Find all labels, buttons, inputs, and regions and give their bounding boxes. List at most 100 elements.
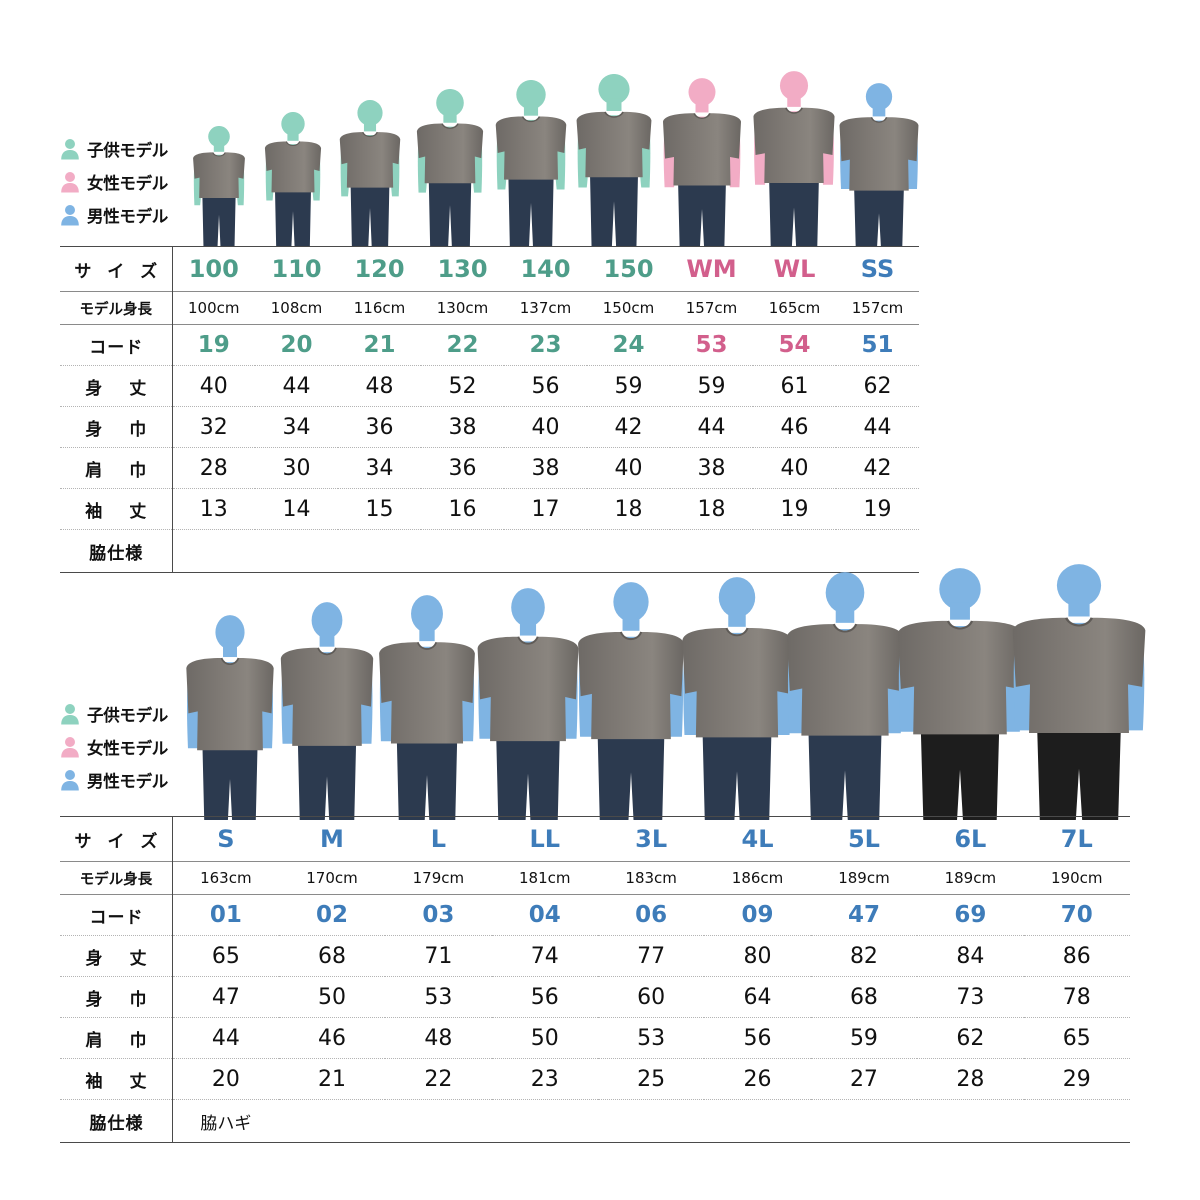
code-cell-19: 19 [172,324,255,366]
person-icon [60,171,80,193]
sleeve-length-cell: 25 [597,1058,705,1100]
shoulder-width-cell: 36 [421,447,504,489]
adult-size-chart-block: 子供モデル 女性モデル 男性モデル サ イ ズ S M L LL 3L 4L 5L 6L 7L モデ… [0,564,1200,1190]
model-height-cell: 186cm [704,861,811,895]
shoulder-width-cell: 42 [836,447,919,489]
shoulder-width-cell: 53 [597,1017,705,1059]
body-length-cell: 71 [385,935,492,977]
size-cell-wl: WL [753,246,836,292]
body-width-cell: 46 [753,406,836,448]
row-label-size: サ イ ズ [60,816,173,862]
person-icon [60,736,80,758]
table-row-sleeve-length: 袖 丈 13 14 15 16 17 18 18 19 19 [60,488,919,530]
code-cell-22: 22 [421,324,504,366]
table-row-code: コード 19 20 21 22 23 24 53 54 51 [60,324,919,366]
model-figure-150 [562,74,666,246]
size-cell-3l: 3L [597,816,705,862]
body-width-cell: 38 [421,406,504,448]
body-width-cell: 53 [385,976,492,1018]
row-label-body-width: 身 巾 [60,976,173,1018]
body-length-cell: 74 [491,935,598,977]
shoulder-width-cell: 40 [587,447,670,489]
sleeve-length-cell: 20 [172,1058,279,1100]
row-label-sleeve-length: 袖 丈 [60,488,173,530]
size-cell-140: 140 [504,246,587,292]
side-spec-cell [1023,1099,1130,1143]
sleeve-length-cell: 29 [1023,1058,1130,1100]
model-height-cell: 157cm [836,291,919,325]
adult-model-strip [0,564,1200,820]
model-figure-6l [886,568,1034,820]
side-spec-cell [917,1099,1024,1143]
code-cell-04: 04 [491,894,598,936]
shoulder-width-cell: 44 [172,1017,279,1059]
size-cell-ss: SS [836,246,919,292]
model-height-cell: 189cm [917,861,1024,895]
size-cell-150: 150 [587,246,670,292]
sleeve-length-cell: 27 [810,1058,918,1100]
body-length-cell: 40 [172,365,255,407]
model-height-cell: 157cm [670,291,753,325]
model-height-cell: 100cm [172,291,255,325]
sleeve-length-cell: 17 [504,488,587,530]
shoulder-width-cell: 62 [917,1017,1024,1059]
shoulder-width-cell: 38 [670,447,753,489]
shoulder-width-cell: 56 [704,1017,811,1059]
model-figure-wm [652,78,752,246]
body-width-cell: 44 [670,406,753,448]
shoulder-width-cell: 50 [491,1017,598,1059]
row-label-body-width: 身 巾 [60,406,173,448]
sleeve-length-cell: 23 [491,1058,598,1100]
table-row-side-spec: 脇仕様 [60,529,919,573]
side-spec-cell [255,529,338,573]
model-height-cell: 116cm [338,291,421,325]
row-label-side-spec: 脇仕様 [60,1099,173,1143]
side-spec-cell [504,529,587,573]
model-figure-120 [328,100,412,246]
side-spec-cell [491,1099,598,1143]
shoulder-width-cell: 46 [278,1017,386,1059]
body-width-cell: 32 [172,406,255,448]
side-spec-cell [836,529,919,573]
code-cell-70: 70 [1023,894,1130,936]
row-label-code: コード [60,894,173,936]
body-width-cell: 73 [917,976,1024,1018]
table-row-code: コード 01 02 03 04 06 09 47 69 70 [60,894,1130,936]
size-cell-s: S [172,816,279,862]
table-row-sleeve-length: 袖 丈 20 21 22 23 25 26 27 28 29 [60,1058,1130,1100]
model-figure-130 [404,89,496,246]
model-figure-140 [482,80,580,246]
kids-legend: 子供モデル 女性モデル 男性モデル [60,135,168,228]
kids-size-chart-block: 子供モデル 女性モデル 男性モデル サ イ ズ 100 110 120 130 140 15… [0,0,1200,580]
sleeve-length-cell: 18 [587,488,670,530]
model-figure-100 [183,126,255,246]
size-cell-6l: 6L [917,816,1024,862]
table-row-size: サ イ ズ S M L LL 3L 4L 5L 6L 7L [60,816,1130,862]
table-row-body-length: 身 丈 40 44 48 52 56 59 59 61 62 [60,365,919,407]
model-figure-110 [254,112,332,246]
body-length-cell: 52 [421,365,504,407]
adult-legend: 子供モデル 女性モデル 男性モデル [60,700,168,793]
body-width-cell: 47 [172,976,279,1018]
model-figure-ss [832,83,926,246]
model-height-cell: 108cm [255,291,338,325]
model-height-cell: 150cm [587,291,670,325]
size-cell-130: 130 [421,246,504,292]
legend-item-male: 男性モデル [60,201,168,228]
code-cell-03: 03 [385,894,492,936]
body-length-cell: 62 [836,365,919,407]
model-height-cell: 137cm [504,291,587,325]
body-width-cell: 56 [491,976,598,1018]
model-figure-3l [568,582,694,820]
body-length-cell: 68 [278,935,386,977]
code-cell-53: 53 [670,324,753,366]
row-label-sleeve-length: 袖 丈 [60,1058,173,1100]
sleeve-length-cell: 14 [255,488,338,530]
side-spec-cell [810,1099,918,1143]
model-height-cell: 189cm [810,861,918,895]
person-icon [60,703,80,725]
size-cell-5l: 5L [810,816,918,862]
code-cell-09: 09 [704,894,811,936]
body-length-cell: 59 [587,365,670,407]
table-row-side-spec: 脇仕様 脇ハギ [60,1099,1130,1143]
